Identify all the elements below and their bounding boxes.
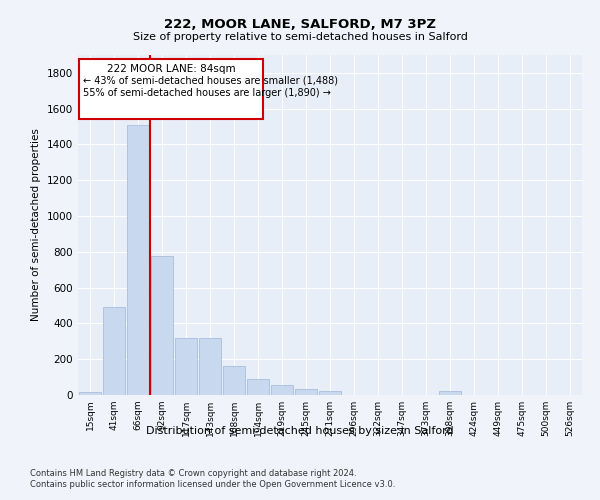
Text: Contains HM Land Registry data © Crown copyright and database right 2024.: Contains HM Land Registry data © Crown c… [30, 469, 356, 478]
Bar [247, 379, 269, 395]
Text: Size of property relative to semi-detached houses in Salford: Size of property relative to semi-detach… [133, 32, 467, 42]
Text: Distribution of semi-detached houses by size in Salford: Distribution of semi-detached houses by … [146, 426, 454, 436]
Bar [103, 308, 125, 395]
Bar [175, 338, 197, 395]
Bar [295, 388, 317, 395]
Bar [319, 392, 341, 395]
Bar [199, 338, 221, 395]
Text: Contains public sector information licensed under the Open Government Licence v3: Contains public sector information licen… [30, 480, 395, 489]
Bar [151, 256, 173, 395]
Bar [271, 385, 293, 395]
Text: 222 MOOR LANE: 84sqm: 222 MOOR LANE: 84sqm [107, 64, 235, 74]
Bar [223, 366, 245, 395]
Bar [439, 392, 461, 395]
Text: 222, MOOR LANE, SALFORD, M7 3PZ: 222, MOOR LANE, SALFORD, M7 3PZ [164, 18, 436, 30]
Bar [127, 125, 149, 395]
Text: 55% of semi-detached houses are larger (1,890) →: 55% of semi-detached houses are larger (… [83, 88, 331, 98]
Text: ← 43% of semi-detached houses are smaller (1,488): ← 43% of semi-detached houses are smalle… [83, 76, 338, 86]
FancyBboxPatch shape [79, 60, 263, 118]
Y-axis label: Number of semi-detached properties: Number of semi-detached properties [31, 128, 41, 322]
Bar [79, 392, 101, 395]
